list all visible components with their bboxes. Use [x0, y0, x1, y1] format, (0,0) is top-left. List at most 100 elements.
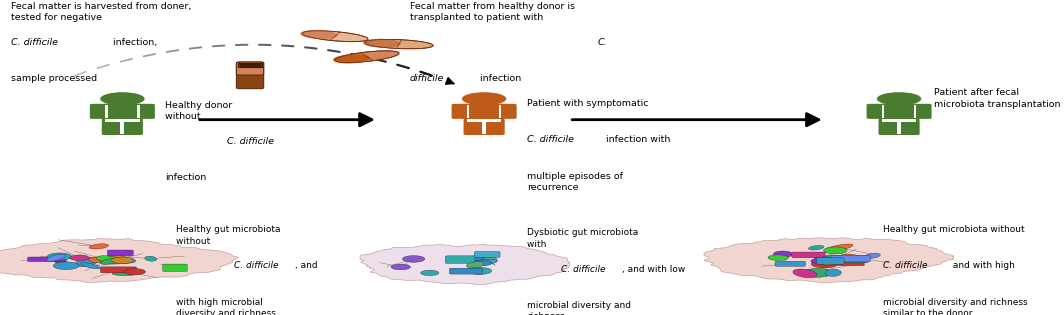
FancyBboxPatch shape [236, 62, 264, 75]
Text: infection: infection [477, 74, 521, 83]
Ellipse shape [466, 261, 484, 268]
Ellipse shape [809, 245, 824, 250]
Text: microbial diversity and richness
similar to the donor: microbial diversity and richness similar… [883, 298, 1028, 315]
FancyBboxPatch shape [879, 104, 919, 123]
Text: infection: infection [165, 173, 206, 182]
Circle shape [817, 257, 834, 262]
Ellipse shape [106, 255, 129, 264]
Circle shape [47, 253, 71, 260]
Ellipse shape [482, 257, 497, 263]
FancyBboxPatch shape [816, 258, 844, 264]
FancyBboxPatch shape [837, 261, 864, 266]
Ellipse shape [335, 51, 399, 63]
FancyBboxPatch shape [792, 252, 826, 258]
FancyBboxPatch shape [446, 256, 486, 263]
FancyBboxPatch shape [898, 121, 919, 135]
Polygon shape [360, 244, 570, 284]
FancyBboxPatch shape [496, 104, 517, 119]
Text: multiple episodes of
recurrence: multiple episodes of recurrence [527, 172, 622, 192]
Circle shape [53, 262, 79, 270]
Circle shape [124, 269, 146, 275]
Bar [882, 119, 916, 122]
Circle shape [70, 255, 89, 261]
Bar [105, 119, 139, 122]
FancyBboxPatch shape [163, 264, 187, 272]
Text: infection,: infection, [110, 38, 156, 47]
Circle shape [402, 255, 425, 262]
Ellipse shape [865, 253, 880, 258]
FancyBboxPatch shape [121, 121, 143, 135]
FancyBboxPatch shape [814, 257, 845, 263]
FancyBboxPatch shape [464, 104, 504, 123]
Text: C. difficile: C. difficile [527, 135, 573, 145]
Text: difficile: difficile [410, 74, 444, 83]
FancyBboxPatch shape [28, 257, 66, 262]
Text: Healthy gut microbiota
without: Healthy gut microbiota without [176, 225, 280, 246]
Bar [897, 122, 901, 134]
Ellipse shape [333, 54, 370, 64]
Ellipse shape [811, 257, 835, 263]
Text: C. difficile: C. difficile [11, 38, 57, 47]
Ellipse shape [476, 256, 491, 263]
Ellipse shape [89, 244, 109, 249]
Ellipse shape [774, 251, 793, 257]
Ellipse shape [302, 31, 368, 42]
FancyBboxPatch shape [831, 255, 870, 262]
Text: Fecal matter is harvested from doner,
tested for negative: Fecal matter is harvested from doner, te… [11, 2, 192, 22]
Ellipse shape [76, 257, 99, 266]
Ellipse shape [300, 30, 337, 39]
Ellipse shape [824, 255, 843, 263]
Circle shape [812, 260, 837, 268]
Ellipse shape [473, 259, 497, 265]
FancyBboxPatch shape [879, 121, 900, 135]
Ellipse shape [825, 244, 853, 252]
Text: Patient with symptomatic: Patient with symptomatic [527, 99, 648, 120]
Text: sample processed: sample processed [11, 74, 97, 83]
FancyBboxPatch shape [236, 62, 264, 89]
Ellipse shape [365, 39, 433, 49]
Text: C. difficile: C. difficile [234, 261, 279, 271]
Text: Healthy gut microbiota without: Healthy gut microbiota without [883, 225, 1025, 246]
Ellipse shape [363, 39, 401, 48]
Ellipse shape [100, 259, 120, 264]
FancyBboxPatch shape [911, 104, 932, 119]
FancyBboxPatch shape [107, 250, 133, 256]
Polygon shape [0, 238, 238, 282]
Text: , and: , and [295, 261, 317, 271]
Text: C. difficile: C. difficile [561, 265, 605, 274]
Ellipse shape [768, 255, 788, 261]
Circle shape [100, 92, 145, 105]
Ellipse shape [145, 256, 156, 261]
Bar [467, 119, 501, 122]
FancyBboxPatch shape [866, 104, 887, 119]
FancyBboxPatch shape [475, 251, 500, 257]
FancyBboxPatch shape [449, 268, 483, 274]
Text: C. difficile: C. difficile [883, 261, 928, 271]
Text: Dysbiotic gut microbiota
with: Dysbiotic gut microbiota with [527, 228, 638, 249]
FancyBboxPatch shape [451, 104, 472, 119]
Text: and with high: and with high [950, 261, 1015, 271]
Text: with high microbial
diversity and richness: with high microbial diversity and richne… [176, 298, 276, 315]
Circle shape [877, 92, 921, 105]
Text: Patient after fecal
microbiota transplantation: Patient after fecal microbiota transplan… [934, 88, 1061, 109]
FancyBboxPatch shape [134, 104, 155, 119]
Ellipse shape [112, 272, 135, 276]
Text: microbial diversity and
richness: microbial diversity and richness [527, 301, 631, 315]
Circle shape [468, 267, 492, 274]
Text: C.: C. [598, 38, 608, 47]
Text: Fecal matter from healthy donor is
transplanted to patient with: Fecal matter from healthy donor is trans… [410, 2, 575, 22]
FancyBboxPatch shape [100, 267, 136, 273]
Ellipse shape [97, 256, 118, 263]
Ellipse shape [793, 269, 817, 278]
FancyBboxPatch shape [464, 121, 485, 135]
FancyBboxPatch shape [483, 121, 504, 135]
Bar [137, 105, 139, 118]
Ellipse shape [88, 257, 101, 263]
Circle shape [824, 247, 847, 254]
Bar [105, 105, 107, 118]
Polygon shape [703, 238, 954, 283]
Bar [499, 105, 501, 118]
Text: , and with low: , and with low [622, 265, 685, 274]
Ellipse shape [116, 257, 136, 263]
Ellipse shape [47, 254, 66, 261]
